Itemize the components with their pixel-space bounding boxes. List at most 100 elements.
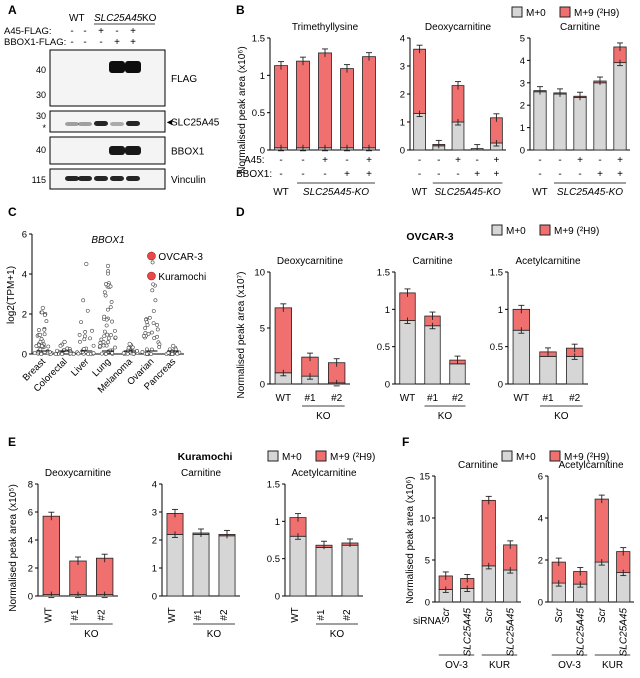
sample-point	[135, 348, 139, 353]
bar-m0	[413, 113, 426, 151]
highlight-point	[147, 251, 156, 261]
bar-m9	[274, 65, 288, 149]
blot-membrane	[49, 49, 166, 107]
y-tick-label: 0	[260, 146, 265, 157]
condition-mark: -	[578, 169, 581, 180]
blot-membrane	[49, 136, 166, 165]
lane-header-ko: KO	[142, 13, 157, 24]
group-label-ov3: OV-3	[558, 660, 581, 671]
x-tick-label: #2	[452, 393, 464, 404]
category-label: Liver	[69, 356, 91, 378]
blot-band	[94, 121, 108, 126]
blot-band	[65, 122, 79, 126]
bar-m0	[166, 534, 184, 597]
sample-point	[39, 336, 44, 341]
sample-point	[39, 352, 44, 356]
sample-point	[151, 282, 156, 287]
chart-title: Deoxycarnitine	[425, 22, 492, 33]
highlight-point	[147, 271, 156, 281]
y-tick-label: 1.5	[377, 268, 390, 279]
y-tick-label: 1	[520, 123, 525, 134]
x-tick-label: Scr	[597, 607, 608, 623]
sample-point	[82, 337, 87, 342]
condition-mark: +	[366, 169, 372, 180]
treatment-mark: -	[70, 37, 73, 48]
sample-point	[104, 323, 109, 328]
y-tick-label: 4	[152, 480, 157, 491]
legend-m9-label: M+9 (²H9)	[330, 452, 375, 463]
sample-point	[34, 344, 39, 348]
y-tick-label: 4	[400, 34, 405, 45]
y-tick-label: 15	[419, 472, 430, 483]
legend-b: M+0 M+9 (²H9)	[511, 6, 619, 19]
sample-point	[71, 352, 76, 356]
treatment-row-label: BBOX1-FLAG:	[4, 37, 66, 48]
bar-m9	[42, 515, 60, 596]
condition-mark: -	[437, 169, 440, 180]
sample-point	[40, 305, 45, 311]
sample-point	[121, 351, 126, 356]
bar-m0	[218, 535, 236, 597]
sample-point	[103, 293, 108, 298]
y-tick-label: 0	[425, 598, 430, 609]
mw-marker: 115	[32, 175, 46, 185]
blot-membrane	[49, 110, 166, 133]
sample-point	[39, 344, 44, 348]
x-tick-label: WT	[43, 607, 54, 623]
y-tick-label: 1.5	[252, 34, 265, 45]
sample-point	[131, 351, 136, 356]
bar-m0	[192, 534, 210, 597]
panel-letter-a: A	[8, 3, 17, 17]
condition-mark: +	[493, 169, 499, 180]
blot-band	[126, 176, 140, 181]
group-label-ko: KO	[207, 629, 222, 640]
x-tick-label: #1	[542, 393, 554, 404]
chart-title: Deoxycarnitine	[277, 256, 344, 267]
sample-point	[102, 329, 107, 334]
sample-point	[106, 340, 111, 345]
bar-m9	[69, 560, 87, 595]
sample-point	[53, 352, 58, 356]
sample-point	[42, 332, 47, 337]
sample-point	[108, 284, 113, 289]
x-tick-label: Scr	[441, 607, 452, 623]
bar-m9	[481, 499, 496, 567]
condition-label-bbox1: BBOX1:	[236, 169, 272, 180]
group-label-wt: WT	[273, 187, 289, 198]
chart-f-carnitine: Carnitine 0 5 10 15	[419, 460, 521, 609]
y-tick-label: 6	[538, 472, 543, 483]
blot-band	[78, 122, 92, 126]
chart-b-trimethyllysine: Trimethyllysine 0 0.5 1 1.5	[252, 22, 380, 157]
bar-m0	[512, 329, 530, 385]
y-axis-label-e: Normalised peak area (x10⁵)	[8, 484, 19, 612]
group-label-slc25a45-ko: SLC25A45-KO	[303, 187, 369, 198]
sample-point	[173, 347, 178, 352]
sample-point	[155, 327, 160, 332]
y-tick-label: 3	[520, 78, 525, 89]
y-tick-label: 0	[260, 380, 265, 391]
sample-point	[110, 319, 114, 324]
blot-band	[110, 176, 124, 181]
condition-mark: -	[279, 155, 282, 166]
mw-marker: 40	[36, 145, 46, 155]
sample-point	[62, 339, 67, 345]
sample-point	[98, 344, 102, 349]
sample-point	[86, 352, 91, 356]
condition-label-a45: A45:	[244, 155, 265, 166]
bar-m0	[449, 363, 466, 385]
x-tick-label: #2	[97, 609, 108, 621]
condition-mark: +	[577, 155, 583, 166]
sample-point	[81, 298, 86, 303]
legend-m9-swatch	[559, 6, 571, 18]
panel-letter-e: E	[8, 435, 16, 449]
sample-point	[40, 310, 44, 315]
chart-title: Acetylcarnitine	[515, 256, 580, 267]
group-label-ko: KO	[438, 411, 453, 422]
sample-point	[152, 336, 157, 341]
sample-point	[150, 330, 154, 335]
y-tick-label: 2	[520, 101, 525, 112]
bar-m0	[341, 544, 359, 597]
chart-title: Trimethyllysine	[292, 22, 359, 33]
y-tick-label: 0	[22, 350, 27, 361]
sample-point	[99, 337, 104, 342]
